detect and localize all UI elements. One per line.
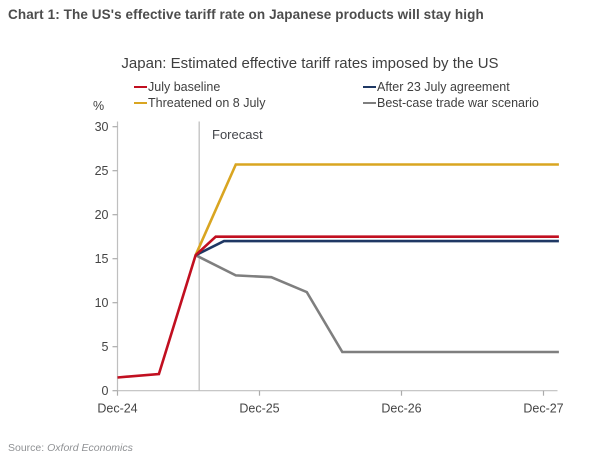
legend-label: Threatened on 8 July <box>148 96 266 110</box>
chart-title: Chart 1: The US's effective tariff rate … <box>8 7 484 22</box>
legend-item-threatened-on-8-july: Threatened on 8 July <box>134 96 363 110</box>
x-axis-tick-label: Dec-27 <box>523 402 563 416</box>
forecast-annotation: Forecast <box>212 127 263 142</box>
y-axis-tick-label: 10 <box>95 296 109 310</box>
x-axis-tick-label: Dec-26 <box>381 402 421 416</box>
series-line-best-case-trade-war-scenario <box>195 254 559 354</box>
y-axis-tick-label: 5 <box>102 340 109 354</box>
legend-label: After 23 July agreement <box>377 80 510 94</box>
y-axis-tick-label: 0 <box>102 384 109 398</box>
x-axis-tick-label: Dec-25 <box>239 402 279 416</box>
source-prefix: Source: <box>8 442 48 454</box>
series-line-threatened-on-8-july <box>194 163 559 256</box>
legend-dash-gold <box>134 101 147 105</box>
series-line-after-23-july-agreement <box>195 239 559 257</box>
legend-item-after-23-july-agreement: After 23 July agreement <box>363 80 539 94</box>
legend-label: Best-case trade war scenario <box>377 96 539 110</box>
y-axis-tick-label: 25 <box>95 164 109 178</box>
legend-dash-red <box>134 85 147 89</box>
x-axis-tick-label: Dec-24 <box>97 402 137 416</box>
chart-legend: July baseline After 23 July agreement Th… <box>134 80 539 110</box>
legend-item-best-case-trade-war: Best-case trade war scenario <box>363 96 539 110</box>
chart-subtitle: Japan: Estimated effective tariff rates … <box>121 55 499 72</box>
legend-label: July baseline <box>148 80 221 94</box>
y-axis-tick-label: 15 <box>95 252 109 266</box>
legend-item-july-baseline: July baseline <box>134 80 363 94</box>
legend-dash-gray <box>363 101 376 105</box>
source-name: Oxford Economics <box>47 442 133 454</box>
source-note: Source: Oxford Economics <box>8 442 133 454</box>
legend-dash-navy <box>363 85 376 89</box>
y-axis-tick-label: 30 <box>95 120 109 134</box>
y-axis-unit-label: % <box>93 99 105 113</box>
y-axis-tick-label: 20 <box>95 208 109 222</box>
series-line-july-baseline <box>117 235 559 379</box>
